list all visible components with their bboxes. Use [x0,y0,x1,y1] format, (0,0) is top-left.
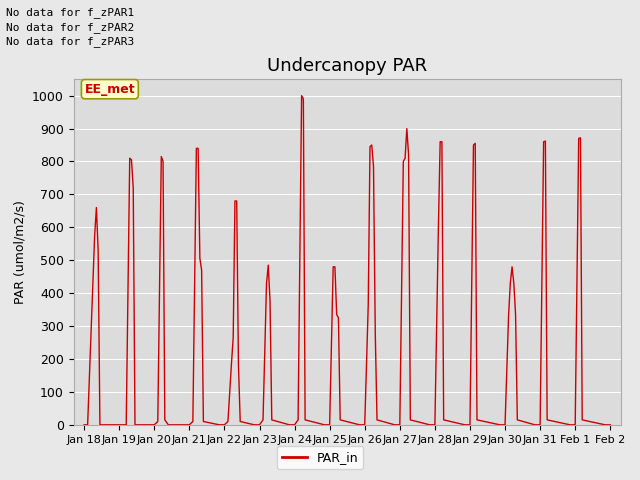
Text: No data for f_zPAR2: No data for f_zPAR2 [6,22,134,33]
Text: No data for f_zPAR1: No data for f_zPAR1 [6,7,134,18]
Text: EE_met: EE_met [84,83,135,96]
Title: Undercanopy PAR: Undercanopy PAR [267,57,428,75]
Text: No data for f_zPAR3: No data for f_zPAR3 [6,36,134,47]
Y-axis label: PAR (umol/m2/s): PAR (umol/m2/s) [13,200,26,304]
Legend: PAR_in: PAR_in [276,446,364,469]
